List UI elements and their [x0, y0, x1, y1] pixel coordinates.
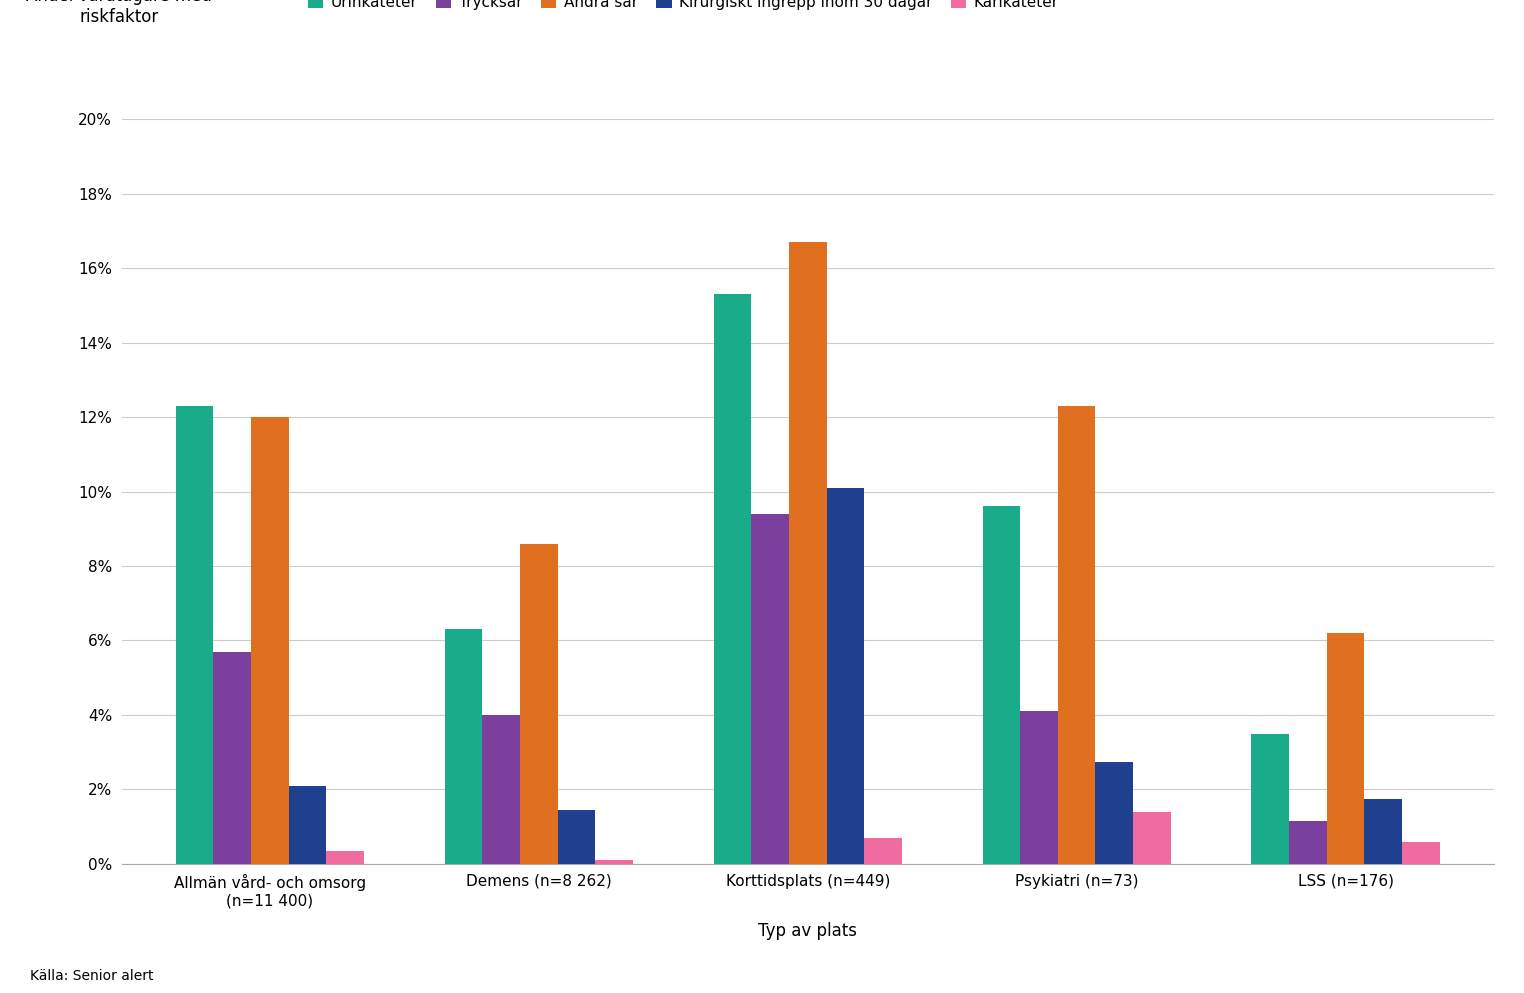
- Bar: [1364, 798, 1402, 864]
- Bar: [482, 715, 520, 864]
- Bar: [1096, 762, 1134, 864]
- Bar: [326, 851, 364, 864]
- Bar: [1402, 842, 1440, 864]
- Bar: [213, 651, 251, 864]
- Text: Andel vårdtagare med
riskfaktor: Andel vårdtagare med riskfaktor: [26, 0, 212, 26]
- Bar: [789, 242, 826, 864]
- Bar: [826, 488, 864, 864]
- Bar: [1020, 711, 1058, 864]
- Bar: [713, 294, 751, 864]
- Text: Källa: Senior alert: Källa: Senior alert: [30, 969, 154, 983]
- Legend: Urinkateter, Trycksår, Andra sår, Kirurgiskt ingrepp inom 30 dagar, Kärlkateter: Urinkateter, Trycksår, Andra sår, Kirurg…: [308, 0, 1059, 10]
- Bar: [288, 785, 326, 864]
- Bar: [751, 514, 789, 864]
- Bar: [596, 860, 632, 864]
- Bar: [520, 544, 558, 864]
- Bar: [1289, 821, 1327, 864]
- Bar: [864, 838, 902, 864]
- Bar: [1327, 634, 1364, 864]
- X-axis label: Typ av plats: Typ av plats: [759, 922, 856, 940]
- Bar: [1058, 406, 1096, 864]
- Bar: [983, 506, 1020, 864]
- Bar: [445, 630, 482, 864]
- Bar: [1134, 812, 1170, 864]
- Bar: [558, 810, 596, 864]
- Bar: [175, 406, 213, 864]
- Bar: [251, 417, 288, 864]
- Bar: [1251, 734, 1289, 864]
